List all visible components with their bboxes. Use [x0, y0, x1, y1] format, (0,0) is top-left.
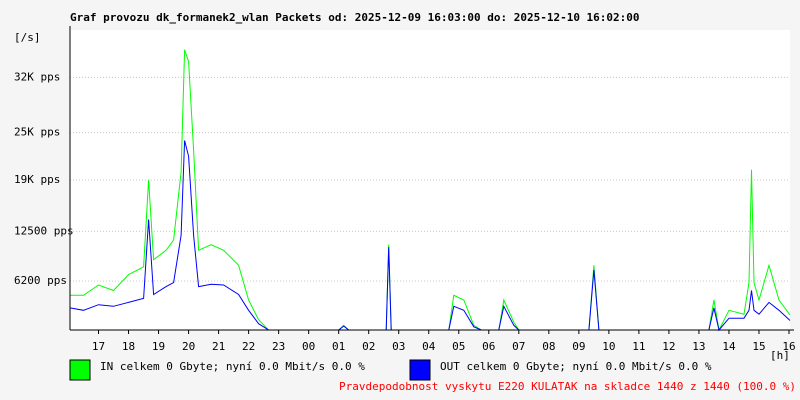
legend-label: OUT celkem 0 Gbyte; nyní 0.0 Mbit/s 0.0 … [440, 360, 712, 373]
footer-note: Pravdepodobnost vyskytu E220 KULATAK na … [339, 380, 796, 393]
x-tick-label: 20 [182, 340, 195, 353]
x-tick-label: 16 [782, 340, 795, 353]
x-tick-label: 14 [722, 340, 736, 353]
x-tick-label: 08 [542, 340, 555, 353]
y-tick-label: 32K pps [14, 70, 60, 83]
y-tick-label: 25K pps [14, 126, 60, 139]
x-tick-label: 22 [242, 340, 255, 353]
x-tick-label: 12 [662, 340, 675, 353]
x-tick-label: 10 [602, 340, 615, 353]
x-tick-label: 19 [152, 340, 165, 353]
legend-label: IN celkem 0 Gbyte; nyní 0.0 Mbit/s 0.0 % [100, 360, 365, 373]
x-tick-label: 01 [332, 340, 345, 353]
x-tick-label: 21 [212, 340, 225, 353]
x-tick-label: 13 [692, 340, 705, 353]
x-tick-label: 04 [422, 340, 436, 353]
chart-title: Graf provozu dk_formanek2_wlan Packets o… [70, 11, 640, 24]
x-tick-label: 17 [92, 340, 105, 353]
x-tick-label: 00 [302, 340, 315, 353]
x-tick-label: 09 [572, 340, 585, 353]
y-unit: [/s] [14, 31, 41, 44]
x-tick-label: 03 [392, 340, 405, 353]
x-tick-label: 18 [122, 340, 135, 353]
y-tick-label: 19K pps [14, 173, 60, 186]
x-tick-label: 11 [632, 340, 645, 353]
y-tick-label: 6200 pps [14, 274, 67, 287]
x-tick-label: 07 [512, 340, 525, 353]
x-tick-label: 15 [752, 340, 765, 353]
x-tick-label: 23 [272, 340, 285, 353]
x-unit: [h] [770, 349, 790, 362]
x-tick-label: 06 [482, 340, 495, 353]
x-tick-label: 02 [362, 340, 375, 353]
series-line [70, 49, 791, 332]
series-line [69, 140, 791, 332]
x-tick-label: 05 [452, 340, 465, 353]
legend-swatch [69, 359, 91, 381]
legend-swatch [409, 359, 431, 381]
y-tick-label: 12500 pps [14, 224, 74, 237]
